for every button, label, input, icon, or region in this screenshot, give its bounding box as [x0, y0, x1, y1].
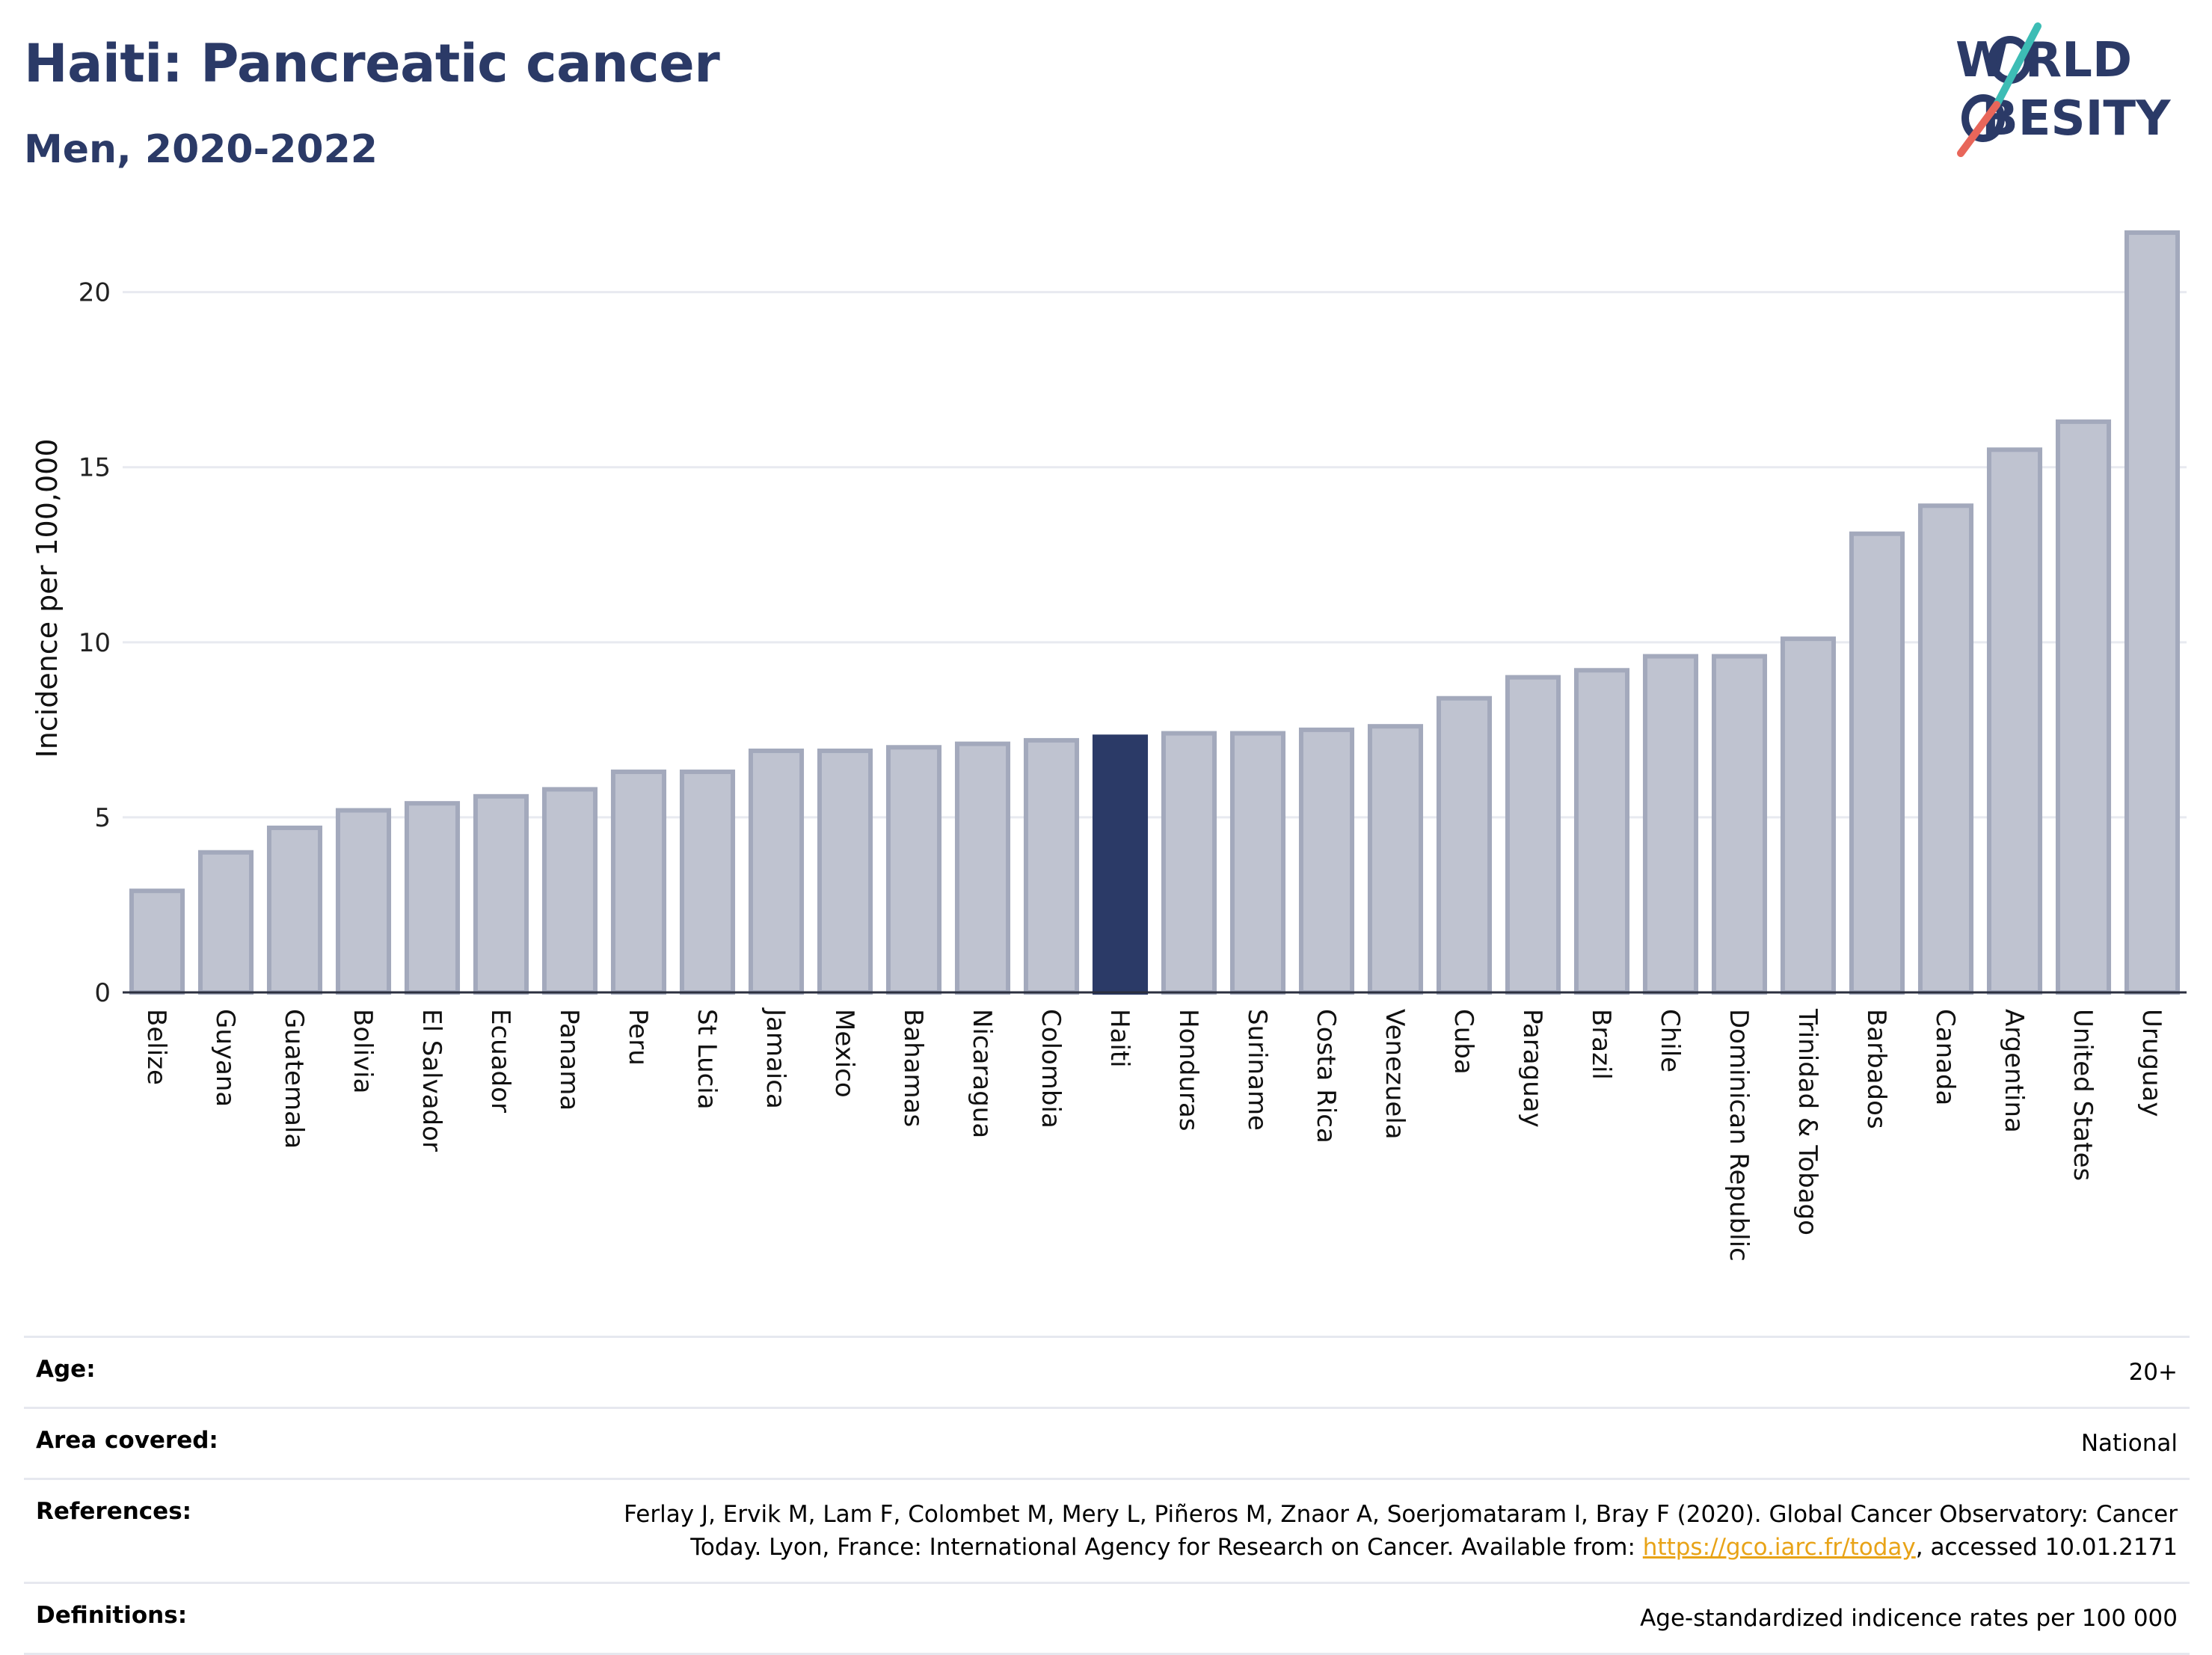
bar-cuba	[1436, 696, 1493, 995]
x-label-belize: Belize	[141, 1009, 171, 1085]
references-link[interactable]: https://gco.iarc.fr/today	[1642, 1534, 1916, 1561]
x-label-chile: Chile	[1655, 1009, 1685, 1072]
x-label-jamaica: Jamaica	[761, 1007, 790, 1109]
x-label-barbados: Barbados	[1861, 1009, 1891, 1129]
bar-guyana	[197, 850, 254, 995]
logo-slash-teal	[1993, 22, 2042, 108]
x-label-dominican-republic: Dominican Republic	[1724, 1009, 1754, 1262]
x-label-venezuela: Venezuela	[1380, 1009, 1410, 1140]
x-label-bolivia: Bolivia	[348, 1009, 378, 1093]
y-tick-label: 5	[94, 803, 111, 833]
bar-belize	[129, 888, 185, 995]
chart-subtitle: Men, 2020-2022	[24, 127, 378, 172]
x-label-panama: Panama	[554, 1009, 584, 1111]
logo-line2: BESITY	[1982, 91, 2171, 147]
bar-guatemala	[266, 825, 323, 995]
x-label-honduras: Honduras	[1173, 1009, 1203, 1132]
bar-brazil	[1573, 668, 1630, 995]
age-label: Age:	[36, 1356, 96, 1383]
logo-o-bottom	[1961, 94, 2005, 142]
world-obesity-logo: W RLD BESITY	[1956, 22, 2171, 157]
x-label-suriname: Suriname	[1242, 1009, 1272, 1131]
x-label-guyana: Guyana	[210, 1009, 240, 1107]
meta-row-references: References: Ferlay J, Ervik M, Lam F, Co…	[24, 1478, 2190, 1582]
bar-nicaragua	[954, 741, 1011, 995]
x-label-mexico: Mexico	[829, 1009, 859, 1098]
bar-united-states	[2055, 419, 2112, 995]
x-label-costa-rica: Costa Rica	[1311, 1009, 1341, 1143]
bar-venezuela	[1367, 724, 1424, 995]
references-value: Ferlay J, Ervik M, Lam F, Colombet M, Me…	[592, 1498, 2178, 1564]
y-tick-label: 15	[79, 453, 111, 483]
bar-trinidad-tobago	[1780, 636, 1837, 995]
definitions-value: Age-standardized indicence rates per 100…	[1640, 1605, 2178, 1632]
x-label-st-lucia: St Lucia	[692, 1009, 722, 1110]
x-label-nicaragua: Nicaragua	[967, 1009, 997, 1138]
bar-st-lucia	[679, 770, 736, 995]
metadata-table: Age: 20+ Area covered: National Referenc…	[24, 1336, 2190, 1655]
bar-dominican-republic	[1711, 654, 1768, 995]
x-label-united-states: United States	[2068, 1009, 2098, 1181]
y-tick-label: 20	[79, 278, 111, 308]
bar-barbados	[1849, 531, 1905, 995]
y-tick-label: 0	[94, 978, 111, 1008]
x-label-bahamas: Bahamas	[898, 1009, 928, 1127]
bar-chile	[1642, 654, 1699, 995]
logo-slash-red	[1957, 101, 2000, 157]
bar-haiti	[1092, 734, 1149, 995]
x-label-ecuador: Ecuador	[485, 1009, 515, 1113]
bar-panama	[541, 787, 598, 995]
bar-peru	[610, 770, 667, 995]
bar-suriname	[1229, 731, 1286, 995]
y-axis-title: Incidence per 100,000	[31, 438, 64, 758]
x-category-labels: Belize Guyana Guatemala Bolivia El Salvador E…	[141, 1007, 2166, 1262]
logo-line1: W RLD	[1956, 33, 2132, 88]
chart-title: Haiti: Pancreatic cancer	[24, 33, 720, 94]
grid-lines	[123, 291, 2187, 819]
x-label-guatemala: Guatemala	[279, 1009, 309, 1149]
x-label-canada: Canada	[1930, 1009, 1960, 1105]
bar-ecuador	[473, 793, 529, 995]
x-label-colombia: Colombia	[1036, 1009, 1066, 1129]
x-label-brazil: Brazil	[1586, 1009, 1616, 1080]
x-label-uruguay: Uruguay	[2136, 1009, 2166, 1117]
age-value: 20+	[2128, 1359, 2178, 1386]
x-label-el-salvador: El Salvador	[417, 1009, 446, 1152]
area-value: National	[2080, 1430, 2178, 1457]
y-tick-labels: 0 5 10 15 20	[79, 278, 111, 1008]
x-label-paraguay: Paraguay	[1517, 1009, 1547, 1128]
bar-el-salvador	[404, 801, 461, 995]
meta-row-definitions: Definitions: Age-standardized indicence …	[24, 1582, 2190, 1655]
x-label-argentina: Argentina	[1999, 1009, 2029, 1133]
bars	[123, 230, 2187, 995]
bar-argentina	[1986, 447, 2043, 995]
references-text-1: Ferlay J, Ervik M, Lam F, Colombet M, Me…	[624, 1501, 2178, 1561]
meta-row-age: Age: 20+	[24, 1336, 2190, 1407]
area-label: Area covered:	[36, 1427, 218, 1454]
x-label-haiti: Haiti	[1105, 1009, 1134, 1068]
bar-bolivia	[335, 808, 392, 995]
bar-uruguay	[2124, 230, 2181, 995]
references-text-2: , accessed 10.01.2171	[1915, 1534, 2178, 1561]
bar-paraguay	[1505, 675, 1561, 995]
bar-colombia	[1023, 737, 1080, 995]
bar-jamaica	[748, 748, 805, 995]
bar-chart: 0 5 10 15 20 Belize Guyana Guatemala Bolivia El …	[31, 230, 2187, 1262]
x-label-trinidad-tobago: Trinidad & Tobago	[1792, 1008, 1822, 1235]
meta-row-area: Area covered: National	[24, 1407, 2190, 1478]
bar-costa-rica	[1298, 727, 1355, 995]
references-label: References:	[36, 1498, 192, 1525]
bar-canada	[1917, 503, 1974, 995]
x-label-peru: Peru	[623, 1009, 653, 1066]
bar-honduras	[1161, 731, 1217, 995]
bar-mexico	[817, 748, 873, 995]
y-tick-label: 10	[79, 628, 111, 658]
x-label-cuba: Cuba	[1448, 1009, 1478, 1075]
definitions-label: Definitions:	[36, 1602, 188, 1629]
bar-bahamas	[885, 745, 942, 995]
